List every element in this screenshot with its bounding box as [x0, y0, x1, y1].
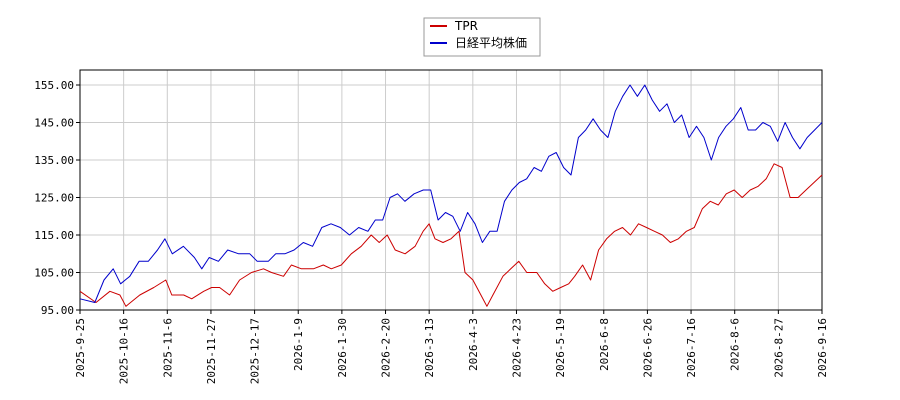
y-axis-tick-labels: 95.00 105.00 115.00 125.00 135.00 145.00 155.0… [34, 79, 74, 317]
x-tick-label: 2025-12-17 [249, 318, 262, 384]
x-tick-label: 2026-1-30 [336, 318, 349, 378]
y-tick-label: 145.00 [34, 117, 74, 130]
x-tick-label: 2025-9-25 [74, 318, 87, 378]
x-tick-label: 2026-8-6 [729, 318, 742, 371]
series-line-0 [79, 163, 823, 307]
x-tick-label: 2026-6-26 [641, 318, 654, 378]
x-tick-label: 2026-3-13 [423, 318, 436, 378]
x-tick-label: 2025-11-27 [205, 318, 218, 384]
x-tick-label: 2026-9-16 [816, 318, 829, 378]
y-tick-label: 135.00 [34, 154, 74, 167]
x-tick-label: 2025-11-6 [161, 318, 174, 378]
x-tick-label: 2025-10-16 [118, 318, 131, 384]
x-axis-tick-labels: 2025-9-25 2025-10-16 2025-11-6 2025-11-27 20… [74, 318, 829, 384]
x-tick-label: 2026-8-27 [772, 318, 785, 378]
legend-box [423, 17, 541, 57]
y-tick-label: 115.00 [34, 229, 74, 242]
y-tick-label: 155.00 [34, 79, 74, 92]
plot-frame [79, 69, 823, 311]
grid [76, 70, 823, 314]
x-tick-label: 2026-4-3 [467, 318, 480, 371]
legend-label: TPR [454, 19, 478, 33]
y-tick-label: 95.00 [41, 304, 74, 317]
x-tick-label: 2026-1-9 [292, 318, 305, 371]
y-tick-label: 125.00 [34, 192, 74, 205]
x-tick-label: 2026-2-20 [380, 318, 393, 378]
x-tick-label: 2026-5-19 [554, 318, 567, 378]
x-tick-label: 2026-4-23 [510, 318, 523, 378]
series-line-1 [79, 84, 823, 303]
legend: TPR 日経平均株価 [423, 17, 541, 57]
series-lines [79, 84, 823, 307]
x-tick-label: 2026-7-16 [685, 318, 698, 378]
y-tick-label: 105.00 [34, 267, 74, 280]
x-tick-label: 2026-6-8 [598, 318, 611, 371]
legend-label: 日経平均株価 [455, 35, 527, 50]
